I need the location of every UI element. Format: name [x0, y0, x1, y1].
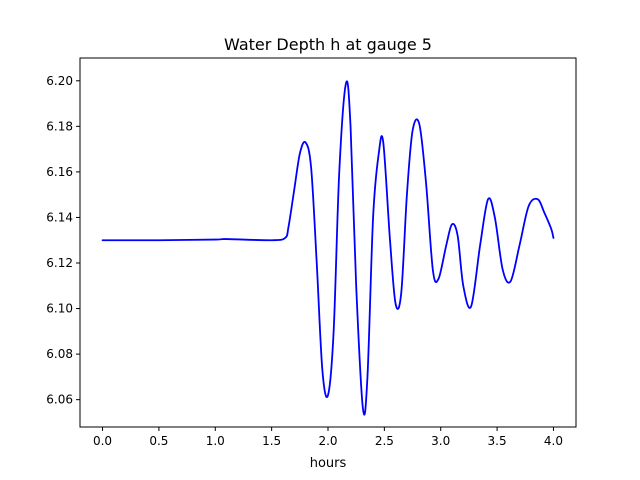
y-tick-label: 6.10 — [46, 302, 73, 316]
x-tick-label: 3.0 — [431, 434, 450, 448]
series-line — [101, 80, 555, 416]
y-tick-label: 6.08 — [46, 347, 73, 361]
y-tick-label: 6.18 — [46, 119, 73, 133]
x-tick-label: 4.0 — [544, 434, 563, 448]
chart-title: Water Depth h at gauge 5 — [224, 35, 432, 54]
x-tick-label: 1.0 — [206, 434, 225, 448]
y-tick-label: 6.20 — [46, 74, 73, 88]
y-tick-label: 6.12 — [46, 256, 73, 270]
x-tick-label: 0.0 — [93, 434, 112, 448]
y-tick-label: 6.16 — [46, 165, 73, 179]
plot-area — [101, 80, 555, 416]
x-tick-label: 0.5 — [149, 434, 168, 448]
x-tick-label: 1.5 — [262, 434, 281, 448]
y-tick-label: 6.14 — [46, 210, 73, 224]
x-tick-label: 2.5 — [375, 434, 394, 448]
x-axis-label: hours — [310, 456, 347, 471]
x-axis-ticks: 0.0 0.5 1.0 1.5 2.0 2.5 3.0 3.5 4.0 — [93, 427, 563, 448]
axes-frame — [79, 57, 577, 428]
x-tick-label: 2.0 — [318, 434, 337, 448]
x-tick-label: 3.5 — [488, 434, 507, 448]
y-tick-label: 6.06 — [46, 393, 73, 407]
y-axis-ticks: 6.06 6.08 6.10 6.12 6.14 6.16 6.18 6.20 — [46, 74, 80, 407]
